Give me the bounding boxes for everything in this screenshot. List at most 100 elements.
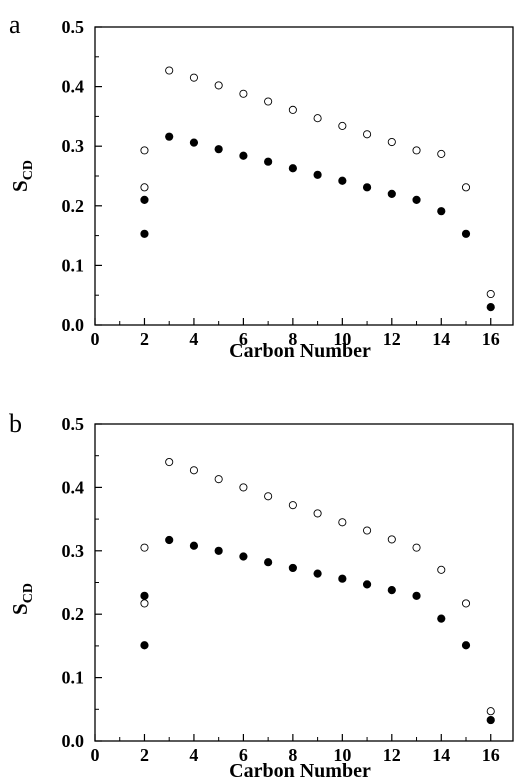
panel-b-x-tick-label: 6: [239, 745, 248, 765]
panel-b-x-tick-label: 12: [383, 745, 401, 765]
panel-a-y-axis-title-subscript: CD: [21, 160, 36, 180]
panel-b-filled-circle-point: [362, 580, 372, 589]
panel-a-y-tick-label: 0.2: [62, 196, 85, 216]
panel-b-open-circle-point: [363, 526, 372, 535]
panel-a-open-circle-point: [214, 81, 223, 90]
panel-a-plot-area: 0 2 4 6 8 10 12 14 16 0.0 0.1 0.2 0.3 0.4 0.5: [62, 17, 514, 349]
panel-a-filled-circle-point: [165, 132, 174, 141]
panel-b-filled-circle-point: [189, 541, 199, 550]
panel-a-open-circle-point: [189, 73, 198, 82]
panel-a-open-circle-point: [387, 137, 396, 147]
panel-a-filled-circle-point: [288, 164, 297, 173]
panel-b-y-tick-label: 0.3: [62, 541, 85, 561]
panel-a-filled-circle-point: [486, 303, 495, 312]
panel-a-filled-circle-point: [239, 151, 248, 160]
panel-b-y-tick-label: 0.5: [62, 414, 85, 434]
panel-a: a SCD Carbon Number 0 2 4 6 8 10 12 14 160.00.10…: [8, 10, 514, 362]
panel-b-x-tick-label: 16: [482, 745, 500, 765]
panel-a-x-tick-label: 10: [333, 329, 351, 349]
panel-a-filled-circle-point: [461, 229, 471, 238]
panel-a-x-tick-label: 2: [140, 329, 149, 349]
panel-b-filled-circle-point: [387, 586, 396, 595]
panel-b-open-circle-point: [338, 518, 347, 527]
panel-b-open-circle-point: [239, 483, 248, 492]
panel-b-plot-area: 0 2 4 6 8 10 12 14 16 0.0 0.1 0.2 0.3 0.4 0.5: [62, 414, 514, 765]
panel-b-open-circle-point: [264, 492, 273, 501]
panel-b-open-circle-point: [461, 599, 471, 608]
panel-a-filled-circle-point: [214, 145, 223, 154]
panel-b-filled-circle-point: [239, 552, 248, 561]
panel-a-open-circle-point: [140, 183, 149, 192]
panel-a-y-tick-label: 0.4: [62, 77, 85, 97]
panel-b-label: b: [9, 409, 22, 438]
panel-b-filled-circle-point: [140, 591, 149, 600]
panel-a-y-axis-title: SCD: [8, 160, 36, 192]
panel-a-filled-circle-point: [338, 176, 347, 185]
panel-a-y-tick-label: 0.1: [62, 255, 85, 275]
panel-b-filled-circle-point: [313, 569, 322, 578]
panel-a-open-circle-point: [363, 130, 372, 139]
panel-b-x-tick-label: 8: [288, 745, 297, 765]
panel-a-x-axis-title: Carbon Number: [229, 340, 371, 362]
panel-b-open-circle-point: [140, 543, 149, 552]
panel-b-plot-frame: [94, 423, 514, 742]
panel-a-plot-frame: [94, 26, 514, 326]
panel-a-filled-circle-point: [264, 157, 273, 166]
panel-b-filled-circle-point: [214, 546, 223, 555]
panel-a-filled-circle-point: [140, 229, 149, 238]
panel-a-open-circle-point: [140, 146, 149, 155]
panel-a-open-circle-point: [288, 105, 297, 114]
panel-b-filled-circle-point: [338, 574, 347, 583]
panel-b-x-tick-label: 0: [91, 745, 100, 765]
panel-a-open-circle-point: [264, 97, 273, 106]
panel-a-open-circle-point: [486, 289, 495, 299]
panel-a-x-tick-label: 8: [288, 329, 297, 349]
panel-b-open-circle-point: [165, 457, 174, 467]
panel-b-open-circle-point: [387, 535, 396, 544]
panel-b-x-tick-label: 10: [333, 745, 351, 765]
panel-b-open-circle-point: [189, 466, 198, 475]
panel-b-open-circle-point: [214, 475, 223, 484]
panel-b-open-circle-point: [140, 599, 149, 608]
panel-a-y-tick-label: 0.3: [62, 136, 85, 156]
panel-b-filled-circle-point: [288, 563, 297, 573]
panel-b-open-circle-point: [486, 707, 495, 716]
panel-b: b SCD Carbon Number 0 2 4 6 8 10 12 14 160.00.10…: [8, 409, 514, 780]
panel-a-open-circle-point: [412, 146, 421, 155]
panel-b-open-circle-point: [437, 565, 446, 574]
panel-b-y-axis-title: SCD: [8, 583, 36, 615]
panel-a-y-tick-label: 0.0: [62, 315, 85, 335]
panel-b-open-circle-point: [412, 543, 421, 552]
panel-b-open-circle-point: [288, 501, 297, 510]
panel-b-filled-circle-point: [437, 614, 446, 623]
panel-b-y-tick-label: 0.4: [62, 477, 85, 497]
panel-b-filled-circle-point: [486, 715, 495, 725]
panel-a-open-circle-point: [461, 183, 471, 192]
panel-a-filled-circle-point: [437, 207, 446, 216]
panel-a-filled-circle-point: [140, 195, 149, 204]
panel-a-open-circle-point: [313, 114, 322, 123]
panel-a-x-tick-label: 6: [239, 329, 248, 349]
panel-b-filled-circle-point: [412, 591, 421, 600]
panel-a-open-circle-point: [338, 121, 347, 130]
panel-a-open-circle-point: [165, 66, 174, 75]
panel-a-x-tick-label: 4: [189, 329, 198, 349]
panel-b-open-circle-point: [313, 509, 322, 518]
panel-a-x-tick-label: 14: [432, 329, 450, 349]
panel-b-filled-circle-point: [140, 641, 149, 650]
panel-b-x-axis-title: Carbon Number: [229, 760, 371, 780]
panel-a-open-circle-point: [239, 89, 248, 98]
panel-a-filled-circle-point: [412, 195, 421, 204]
panel-a-filled-circle-point: [362, 183, 372, 192]
panel-a-x-tick-label: 16: [482, 329, 500, 349]
panel-b-y-axis-title-main: S: [8, 603, 32, 615]
panel-a-y-tick-label: 0.5: [62, 17, 85, 37]
panel-a-x-tick-label: 0: [91, 329, 100, 349]
panel-b-filled-circle-point: [461, 641, 471, 650]
panel-a-filled-circle-point: [387, 189, 396, 198]
panel-b-x-tick-label: 4: [189, 745, 198, 765]
panel-b-filled-circle-point: [165, 535, 174, 545]
panel-a-open-circle-point: [437, 149, 446, 158]
panel-a-x-tick-label: 12: [383, 329, 401, 349]
